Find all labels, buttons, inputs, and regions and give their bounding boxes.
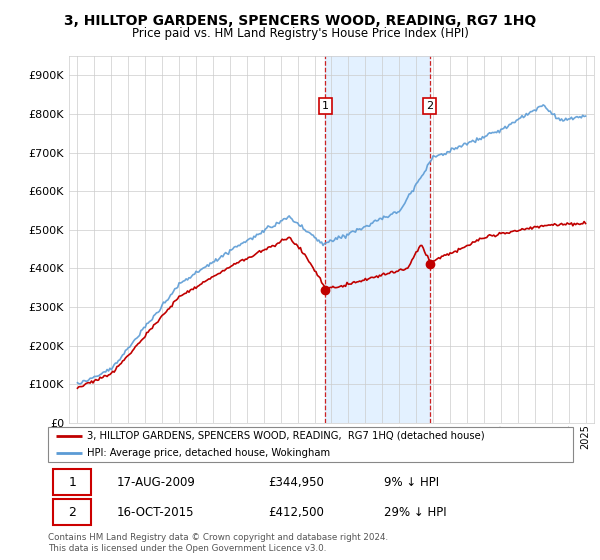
Text: 3, HILLTOP GARDENS, SPENCERS WOOD, READING,  RG7 1HQ (detached house): 3, HILLTOP GARDENS, SPENCERS WOOD, READI… xyxy=(88,431,485,441)
Bar xyxy=(325,56,430,423)
Text: 1: 1 xyxy=(322,101,329,111)
Text: HPI: Average price, detached house, Wokingham: HPI: Average price, detached house, Woki… xyxy=(88,449,331,458)
Bar xyxy=(53,499,91,525)
Text: 2: 2 xyxy=(426,101,433,111)
Text: Contains HM Land Registry data © Crown copyright and database right 2024.
This d: Contains HM Land Registry data © Crown c… xyxy=(48,533,388,553)
Bar xyxy=(53,469,91,496)
Text: 29% ↓ HPI: 29% ↓ HPI xyxy=(384,506,446,519)
Text: 1: 1 xyxy=(68,475,76,489)
Text: 17-AUG-2009: 17-AUG-2009 xyxy=(116,477,195,489)
Text: 16-OCT-2015: 16-OCT-2015 xyxy=(116,506,194,519)
Text: Price paid vs. HM Land Registry's House Price Index (HPI): Price paid vs. HM Land Registry's House … xyxy=(131,27,469,40)
Text: 9% ↓ HPI: 9% ↓ HPI xyxy=(384,477,439,489)
Text: £412,500: £412,500 xyxy=(269,506,325,519)
Text: 2: 2 xyxy=(68,506,76,519)
Text: 3, HILLTOP GARDENS, SPENCERS WOOD, READING, RG7 1HQ: 3, HILLTOP GARDENS, SPENCERS WOOD, READI… xyxy=(64,14,536,28)
Text: £344,950: £344,950 xyxy=(269,477,325,489)
